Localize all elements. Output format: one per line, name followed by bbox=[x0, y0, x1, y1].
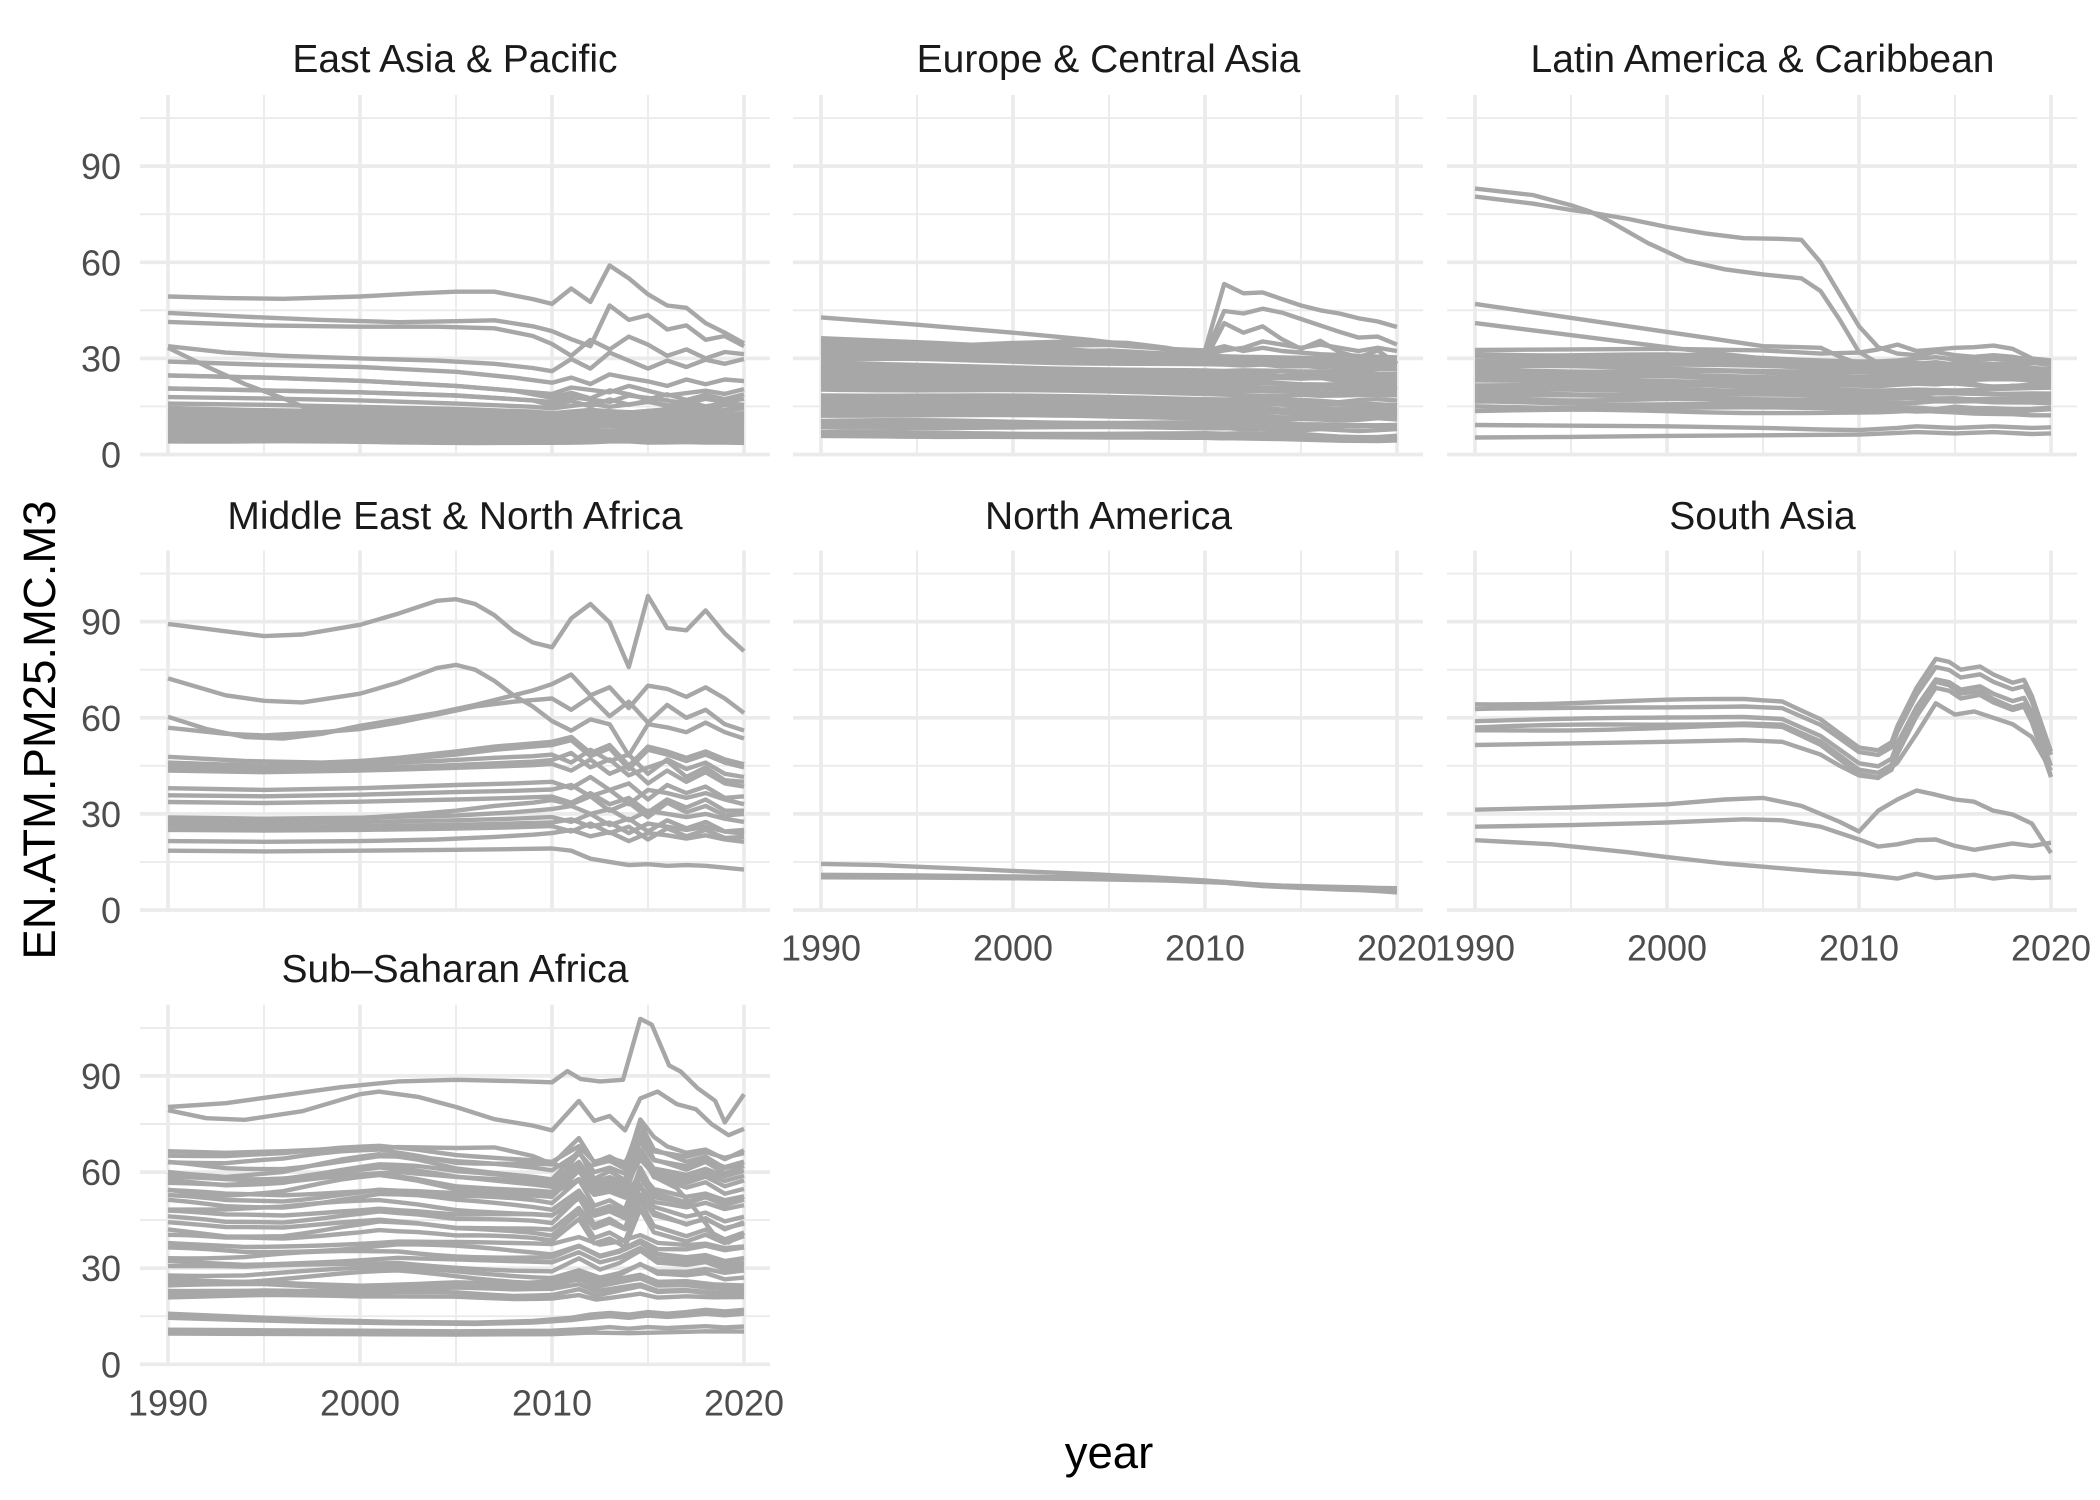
svg-text:60: 60 bbox=[81, 1152, 121, 1193]
svg-text:90: 90 bbox=[81, 1056, 121, 1097]
svg-text:East Asia & Pacific: East Asia & Pacific bbox=[292, 38, 617, 81]
svg-text:2020: 2020 bbox=[704, 1383, 784, 1424]
svg-text:30: 30 bbox=[81, 1248, 121, 1289]
svg-text:0: 0 bbox=[101, 890, 121, 931]
svg-text:0: 0 bbox=[101, 435, 121, 476]
svg-text:Latin America & Caribbean: Latin America & Caribbean bbox=[1531, 38, 1995, 81]
svg-text:2010: 2010 bbox=[1165, 928, 1245, 969]
svg-text:1990: 1990 bbox=[128, 1383, 208, 1424]
svg-text:2000: 2000 bbox=[973, 928, 1053, 969]
svg-text:Middle East & North Africa: Middle East & North Africa bbox=[227, 495, 682, 538]
svg-text:year: year bbox=[1065, 1427, 1154, 1478]
svg-text:EN.ATM.PM25.MC.M3: EN.ATM.PM25.MC.M3 bbox=[14, 500, 65, 959]
svg-text:0: 0 bbox=[101, 1344, 121, 1385]
svg-text:Europe & Central Asia: Europe & Central Asia bbox=[917, 38, 1301, 81]
svg-text:Sub–Saharan Africa: Sub–Saharan Africa bbox=[282, 948, 629, 991]
svg-text:2020: 2020 bbox=[1357, 928, 1437, 969]
svg-text:1990: 1990 bbox=[781, 928, 861, 969]
svg-text:30: 30 bbox=[81, 338, 121, 379]
svg-text:2020: 2020 bbox=[2011, 928, 2091, 969]
svg-text:90: 90 bbox=[81, 602, 121, 643]
svg-text:North America: North America bbox=[985, 495, 1232, 538]
svg-text:South Asia: South Asia bbox=[1669, 495, 1856, 538]
svg-text:30: 30 bbox=[81, 794, 121, 835]
svg-text:2010: 2010 bbox=[512, 1383, 592, 1424]
svg-text:2000: 2000 bbox=[1627, 928, 1707, 969]
svg-text:60: 60 bbox=[81, 698, 121, 739]
svg-text:60: 60 bbox=[81, 242, 121, 283]
svg-text:2010: 2010 bbox=[1819, 928, 1899, 969]
svg-text:90: 90 bbox=[81, 146, 121, 187]
svg-text:2000: 2000 bbox=[320, 1383, 400, 1424]
svg-text:1990: 1990 bbox=[1435, 928, 1515, 969]
